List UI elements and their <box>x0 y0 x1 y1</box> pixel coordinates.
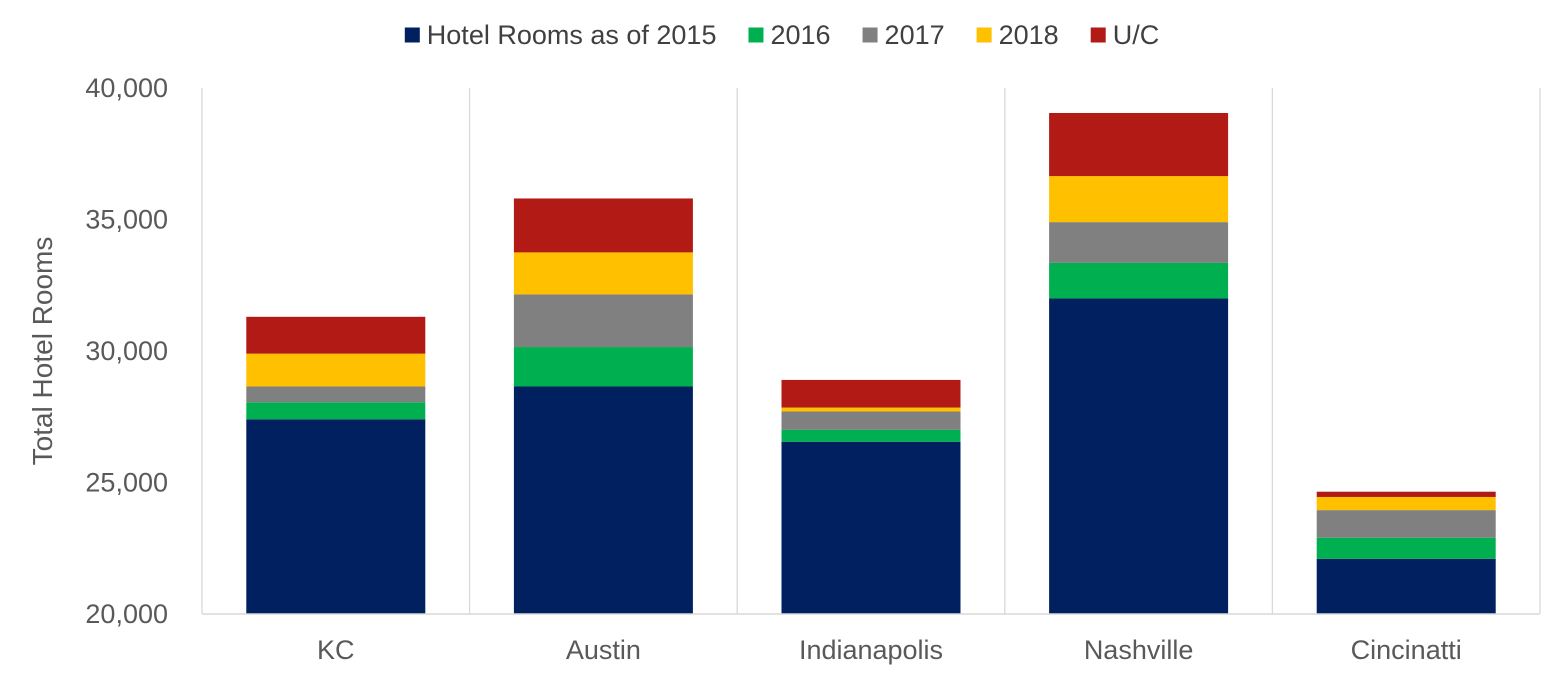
category-separators <box>201 88 1541 614</box>
legend-label-2016: 2016 <box>770 20 830 50</box>
bar-nashville-2018 <box>1049 176 1229 223</box>
x-category-label-indianapolis: Indianapolis <box>799 635 943 665</box>
bar-kc-hotel-rooms-as-of-2015 <box>246 419 426 614</box>
x-axis-categories: KC Austin Indianapolis Nashville Cincinatti <box>317 635 1462 665</box>
y-axis-ticks: 20,000 25,000 30,000 35,000 40,000 <box>85 73 168 629</box>
x-category-label-cincinatti: Cincinatti <box>1351 635 1462 665</box>
x-category-label-nashville: Nashville <box>1084 635 1194 665</box>
x-category-label-kc: KC <box>317 635 355 665</box>
bar-cincinatti-2017 <box>1316 510 1496 538</box>
legend-label-hotel-rooms-as-of-2015: Hotel Rooms as of 2015 <box>427 20 717 50</box>
bar-kc-2018 <box>246 353 426 387</box>
legend: Hotel Rooms as of 2015 2016 2017 2018 U/C <box>404 20 1160 50</box>
y-tick-label: 30,000 <box>85 336 168 366</box>
legend-swatch-u-c <box>1090 27 1106 43</box>
bar-indianapolis-2017 <box>781 411 961 430</box>
y-tick-label: 20,000 <box>85 599 168 629</box>
bar-kc-u-c <box>246 316 426 354</box>
bar-kc-2017 <box>246 386 426 403</box>
bar-nashville-2017 <box>1049 222 1229 263</box>
legend-label-u-c: U/C <box>1113 20 1160 50</box>
bar-austin-hotel-rooms-as-of-2015 <box>513 386 693 614</box>
y-tick-label: 35,000 <box>85 205 168 235</box>
legend-swatch-2018 <box>976 27 992 43</box>
bar-nashville-2016 <box>1049 262 1229 299</box>
bar-austin-2017 <box>513 294 693 348</box>
bar-cincinatti-hotel-rooms-as-of-2015 <box>1316 558 1496 614</box>
y-tick-label: 40,000 <box>85 73 168 103</box>
bar-austin-2016 <box>513 347 693 387</box>
legend-swatch-2017 <box>862 27 878 43</box>
bar-nashville-hotel-rooms-as-of-2015 <box>1049 298 1229 614</box>
legend-label-2018: 2018 <box>999 20 1059 50</box>
bar-cincinatti-2018 <box>1316 496 1496 511</box>
bar-indianapolis-2016 <box>781 429 961 442</box>
bar-austin-2018 <box>513 252 693 295</box>
legend-label-2017: 2017 <box>885 20 945 50</box>
legend-swatch-2016 <box>748 27 764 43</box>
legend-swatch-hotel-rooms-as-of-2015 <box>404 27 420 43</box>
x-category-label-austin: Austin <box>566 635 641 665</box>
y-tick-label: 25,000 <box>85 468 168 498</box>
bar-kc-2016 <box>246 402 426 420</box>
bar-indianapolis-2018 <box>781 407 961 412</box>
bars <box>246 112 1496 614</box>
bar-indianapolis-hotel-rooms-as-of-2015 <box>781 441 961 614</box>
bar-austin-u-c <box>513 198 693 253</box>
y-axis-title: Total Hotel Rooms <box>27 237 58 466</box>
bar-cincinatti-2016 <box>1316 537 1496 559</box>
bar-indianapolis-u-c <box>781 379 961 408</box>
bar-cincinatti-u-c <box>1316 491 1496 497</box>
bar-nashville-u-c <box>1049 112 1229 177</box>
